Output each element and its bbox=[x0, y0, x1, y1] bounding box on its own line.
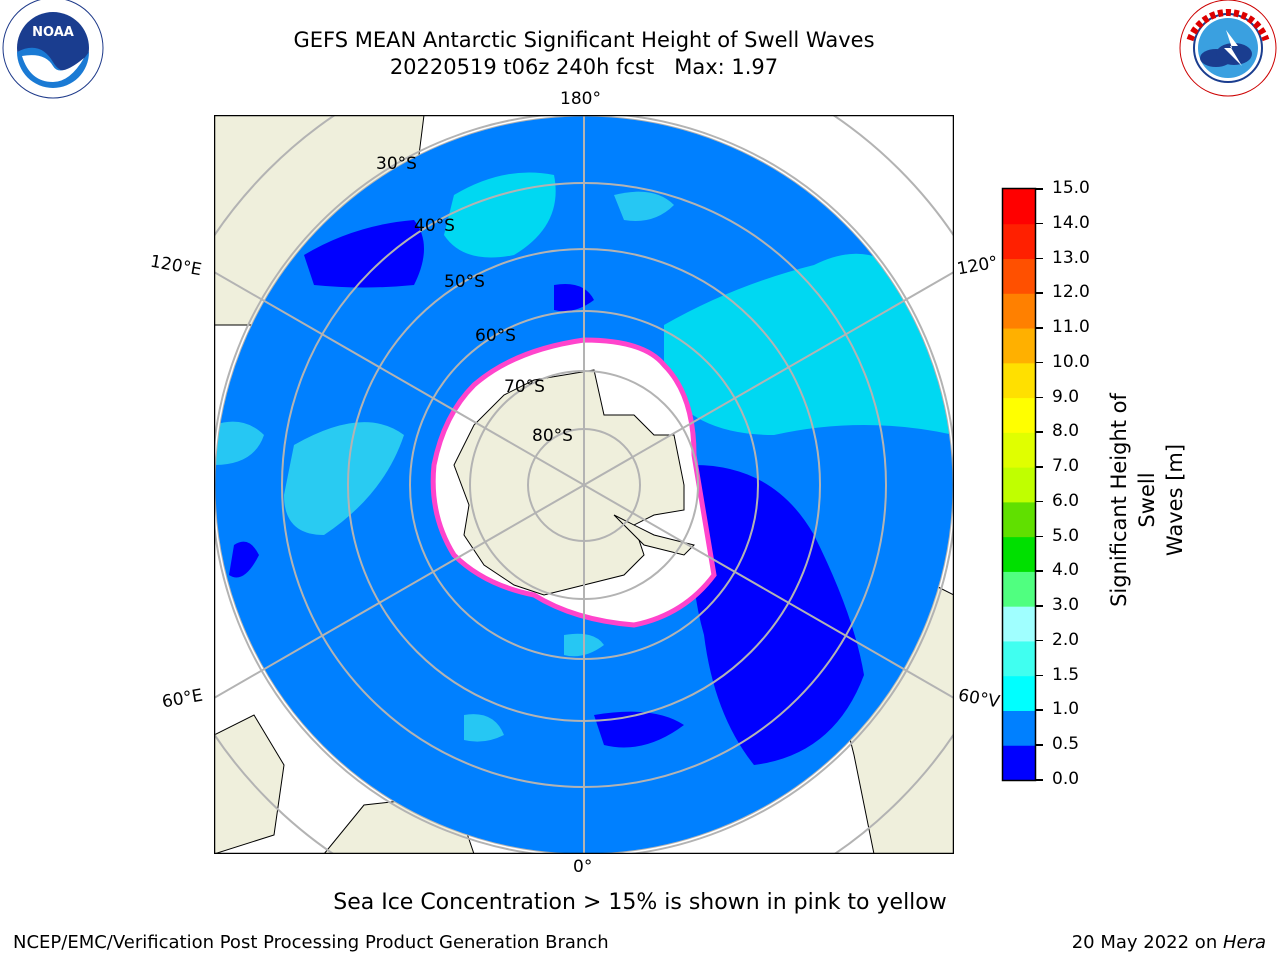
lon-label-60w: 60°V bbox=[956, 685, 1002, 713]
colorbar-tick-label: 8.0 bbox=[1052, 421, 1080, 442]
colorbar-tick-mark bbox=[1036, 188, 1043, 190]
polar-map: 30°S 40°S 50°S 60°S 70°S 80°S bbox=[214, 115, 954, 854]
colorbar-swatch bbox=[1003, 501, 1035, 538]
lat-label-60s: 60°S bbox=[475, 326, 516, 346]
swell-patch-north bbox=[444, 172, 556, 258]
date-text: 20 May 2022 on bbox=[1071, 932, 1223, 953]
colorbar-swatch bbox=[1003, 606, 1035, 642]
colorbar-swatch bbox=[1003, 189, 1035, 225]
colorbar-tick-mark bbox=[1036, 361, 1043, 364]
colorbar-swatch bbox=[1003, 571, 1035, 607]
lon-label-0: 0° bbox=[573, 857, 593, 877]
colorbar-swatch bbox=[1003, 397, 1035, 433]
lon-label-120w: 120° bbox=[955, 252, 1000, 280]
colorbar-swatch bbox=[1003, 362, 1035, 399]
colorbar-tick-mark bbox=[1036, 570, 1043, 572]
colorbar-swatch bbox=[1003, 432, 1035, 468]
colorbar-tick-label: 4.0 bbox=[1052, 560, 1080, 581]
colorbar-swatch bbox=[1003, 328, 1035, 364]
map-frame bbox=[214, 115, 954, 854]
low-swell-australia bbox=[304, 220, 424, 288]
colorbar-swatch bbox=[1003, 293, 1035, 329]
colorbar-tick-mark bbox=[1036, 292, 1043, 294]
chart-subtitle: 20220519 t06z 240h fcst Max: 1.97 bbox=[389, 55, 779, 79]
swell-patch-west bbox=[284, 422, 404, 535]
colorbar-tick-mark bbox=[1036, 396, 1043, 399]
lat-label-50s: 50°S bbox=[444, 272, 485, 292]
colorbar-tick-label: 7.0 bbox=[1052, 456, 1080, 477]
lat-label-40s: 40°S bbox=[414, 216, 455, 236]
colorbar-tick-mark bbox=[1036, 674, 1043, 677]
colorbar-tick-label: 14.0 bbox=[1052, 212, 1090, 233]
chart-title: GEFS MEAN Antarctic Significant Height o… bbox=[293, 28, 875, 52]
swell-patch-east bbox=[664, 253, 953, 435]
colorbar-tick-label: 12.0 bbox=[1052, 282, 1090, 303]
antarctic-peninsula bbox=[613, 514, 695, 556]
colorbar-tick-label: 1.0 bbox=[1052, 699, 1080, 720]
colorbar-tick-mark bbox=[1036, 779, 1043, 781]
date-stamp: 20 May 2022 on Hera bbox=[1072, 932, 1266, 953]
colorbar-tick-label: 1.5 bbox=[1052, 664, 1080, 685]
colorbar-tick-mark bbox=[1036, 431, 1043, 433]
colorbar-swatch bbox=[1003, 745, 1035, 781]
colorbar-tick-label: 10.0 bbox=[1052, 351, 1090, 372]
lat-label-80s: 80°S bbox=[532, 426, 573, 446]
colorbar-tick-label: 2.0 bbox=[1052, 629, 1080, 650]
colorbar-tick-label: 0.5 bbox=[1052, 734, 1080, 755]
lat-label-30s: 30°S bbox=[376, 154, 417, 174]
colorbar-tick-label: 11.0 bbox=[1052, 317, 1090, 338]
colorbar-tick-mark bbox=[1036, 744, 1043, 746]
colorbar-tick-mark bbox=[1036, 466, 1043, 468]
colorbar-tick-label: 5.0 bbox=[1052, 525, 1080, 546]
noaa-logo-icon: NOAA bbox=[2, 0, 104, 99]
colorbar-tick-mark bbox=[1036, 500, 1043, 503]
colorbar-swatch bbox=[1003, 223, 1035, 260]
lon-label-180: 180° bbox=[560, 89, 601, 109]
colorbar-tick-mark bbox=[1036, 709, 1043, 711]
colorbar-tick-mark bbox=[1036, 605, 1043, 607]
lon-label-120e: 120°E bbox=[148, 251, 204, 281]
graticule bbox=[214, 115, 954, 854]
colorbar-tick-label: 0.0 bbox=[1052, 769, 1080, 789]
colorbar-swatch bbox=[1003, 258, 1035, 294]
colorbar bbox=[1001, 187, 1037, 782]
colorbar-swatch bbox=[1003, 467, 1035, 503]
colorbar-label-line2: Waves [m] bbox=[1163, 443, 1187, 557]
low-swell-drake bbox=[690, 465, 864, 765]
colorbar-tick-mark bbox=[1036, 327, 1043, 329]
colorbar-swatch bbox=[1003, 675, 1035, 711]
machine-name: Hera bbox=[1222, 932, 1266, 953]
colorbar-tick-label: 3.0 bbox=[1052, 595, 1080, 616]
colorbar-tick-label: 15.0 bbox=[1052, 178, 1090, 198]
colorbar-label-line1: Significant Height of Swell bbox=[1107, 393, 1159, 607]
colorbar-swatch bbox=[1003, 710, 1035, 746]
colorbar-tick-label: 6.0 bbox=[1052, 490, 1080, 511]
noaa-logo-text: NOAA bbox=[32, 25, 74, 40]
colorbar-tick-mark bbox=[1036, 257, 1043, 260]
colorbar-tick-mark bbox=[1036, 535, 1043, 538]
colorbar-tick-label: 13.0 bbox=[1052, 247, 1090, 268]
colorbar-label: Significant Height of Swell Waves [m] bbox=[1105, 370, 1187, 630]
colorbar-tick-mark bbox=[1036, 222, 1043, 225]
nws-logo-icon bbox=[1179, 0, 1277, 97]
sea-ice-note: Sea Ice Concentration > 15% is shown in … bbox=[333, 890, 947, 915]
lat-label-70s: 70°S bbox=[504, 377, 545, 397]
lon-label-60e: 60°E bbox=[160, 685, 205, 713]
credit-text: NCEP/EMC/Verification Post Processing Pr… bbox=[13, 932, 609, 953]
colorbar-swatch bbox=[1003, 536, 1035, 572]
madagascar-land bbox=[214, 714, 285, 854]
colorbar-tick-mark bbox=[1036, 639, 1043, 642]
colorbar-tick-label: 9.0 bbox=[1052, 386, 1080, 407]
antarctica-land bbox=[453, 369, 685, 596]
colorbar-swatch bbox=[1003, 640, 1035, 677]
